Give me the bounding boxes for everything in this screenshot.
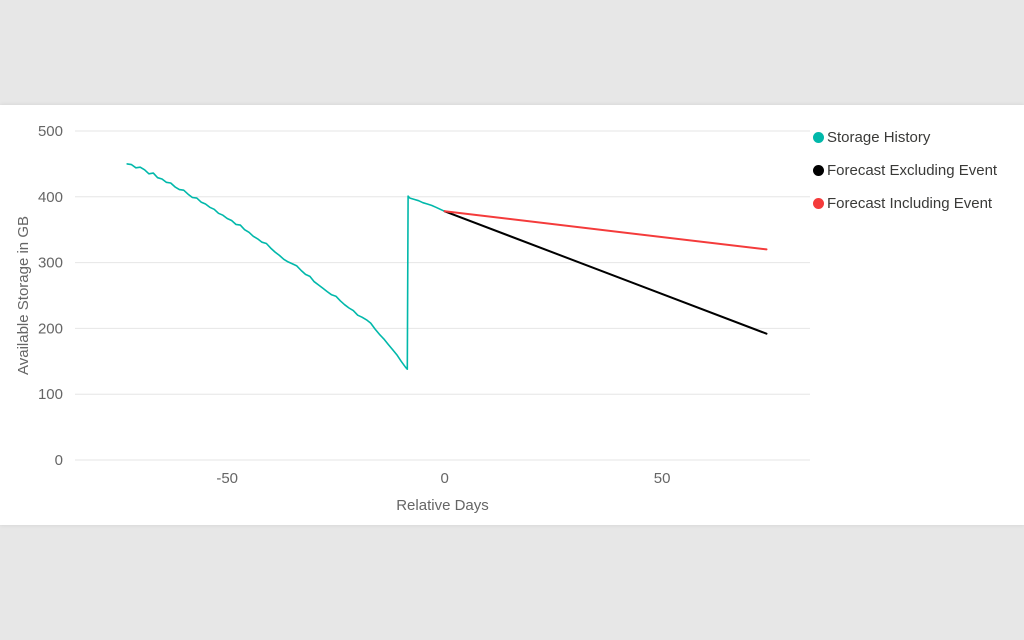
x-axis-title: Relative Days [396, 497, 489, 514]
y-tick-label: 200 [38, 320, 63, 337]
y-axis-title: Available Storage in GB [15, 216, 32, 375]
x-tick-label: 50 [654, 470, 671, 487]
series-line-storage-history[interactable] [126, 163, 446, 371]
legend-label: Forecast Including Event [827, 195, 993, 212]
y-tick-label: 100 [38, 386, 63, 403]
chart-panel: 0 100 200 300 400 500 -50 0 50 Relative Days Avail… [0, 105, 1024, 525]
x-tick-label: -50 [216, 470, 238, 487]
legend-label: Forecast Excluding Event [827, 162, 998, 179]
legend-item-forecast-excluding-event[interactable]: Forecast Excluding Event [813, 160, 997, 181]
legend-item-storage-history[interactable]: Storage History [813, 127, 997, 148]
legend-item-forecast-including-event[interactable]: Forecast Including Event [813, 193, 997, 214]
x-tick-label: 0 [441, 470, 449, 487]
legend-dot-icon [813, 132, 824, 143]
legend-dot-icon [813, 165, 824, 176]
y-tick-label: 400 [38, 189, 63, 206]
chart-legend: Storage History Forecast Excluding Event F… [813, 127, 997, 214]
y-tick-label: 500 [38, 123, 63, 140]
series-line-forecast-including-event[interactable] [443, 210, 768, 251]
legend-label: Storage History [827, 129, 931, 146]
legend-dot-icon [813, 198, 824, 209]
y-tick-label: 0 [55, 452, 63, 469]
line-chart: 0 100 200 300 400 500 -50 0 50 Relative Days Avail… [15, 123, 810, 514]
y-tick-label: 300 [38, 255, 63, 272]
series-line-forecast-excluding-event[interactable] [443, 210, 768, 335]
